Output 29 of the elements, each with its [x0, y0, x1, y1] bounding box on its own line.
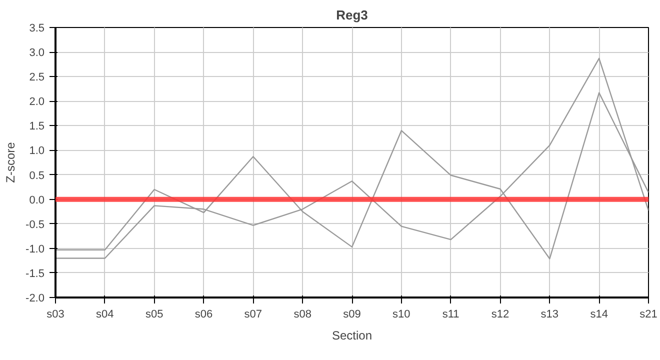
- y-tick-label: -2.0: [26, 292, 45, 304]
- x-tick-label: s12: [491, 308, 510, 320]
- y-tick-label: 1.5: [29, 120, 45, 133]
- x-tick-label: s14: [590, 308, 608, 320]
- y-tick-label: -1.5: [26, 268, 45, 280]
- x-tick-label: s07: [244, 308, 262, 320]
- y-tick-label: 0.0: [29, 194, 45, 206]
- x-tick-label: s03: [46, 308, 64, 320]
- line-series: [56, 58, 648, 259]
- y-tick-label: 1.0: [29, 145, 45, 158]
- x-tick-label: s11: [442, 308, 460, 320]
- x-tick-label: s09: [343, 308, 361, 320]
- x-tick-label: s06: [194, 308, 213, 320]
- y-tick-label: -0.5: [26, 218, 45, 231]
- x-tick-label: s10: [392, 308, 410, 320]
- y-tick-label: 0.5: [29, 170, 45, 182]
- x-axis-title: Section: [332, 328, 372, 342]
- y-tick-label: 3.0: [29, 47, 45, 60]
- y-tick-label: -1.0: [26, 243, 45, 256]
- chart-title: Reg3: [336, 8, 368, 22]
- y-tick-label: 2.0: [29, 96, 45, 108]
- x-tick-label: s21: [640, 308, 658, 320]
- x-tick-label: s13: [540, 308, 559, 320]
- y-tick-label: 3.5: [29, 22, 45, 34]
- x-tick-label: s05: [145, 308, 164, 320]
- x-tick-label: s04: [96, 308, 114, 320]
- x-tick-label: s08: [294, 308, 312, 320]
- y-tick-label: 2.5: [29, 72, 45, 84]
- y-axis-title: Z-score: [4, 142, 18, 183]
